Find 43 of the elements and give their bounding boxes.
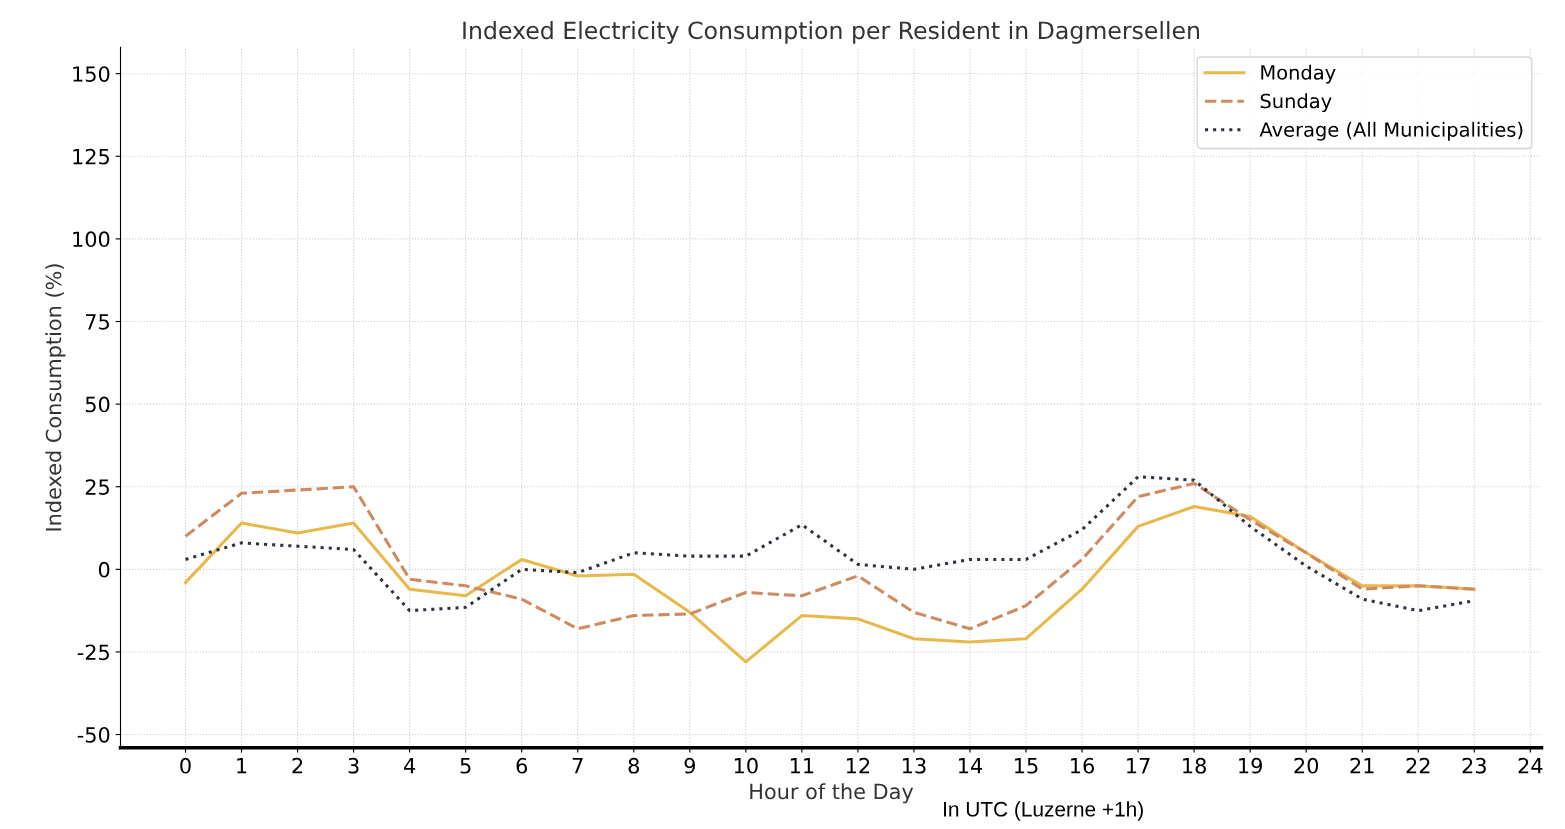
y-tick-label: 50	[85, 396, 110, 413]
x-tick-label: 16	[1071, 757, 1094, 774]
x-tick-label: 18	[1183, 757, 1206, 774]
x-tick-label: 14	[959, 758, 983, 774]
y-tick-label: -50	[77, 726, 110, 743]
y-tick-label: 75	[85, 314, 109, 330]
legend-label: Average (All Municipalities)	[1259, 121, 1523, 141]
legend-label: Sunday	[1260, 93, 1332, 113]
x-tick-label: 4	[404, 758, 416, 774]
x-tick-label: 17	[1127, 758, 1150, 774]
x-tick-label: 23	[1462, 757, 1486, 774]
y-tick-label: 100	[73, 231, 110, 248]
y-tick-label: 0	[98, 561, 110, 578]
chart-title: Indexed Electricity Consumption per Resident in Dagmersellen	[463, 20, 1199, 44]
x-tick-label: 3	[348, 757, 359, 774]
x-tick-label: 11	[790, 758, 814, 774]
x-tick-label: 2	[292, 757, 303, 774]
x-tick-label: 13	[902, 757, 926, 774]
text: In UTC (Luzerne +1h)	[944, 801, 1143, 821]
y-tick-label: 150	[73, 66, 110, 82]
x-tick-label: 21	[1350, 757, 1374, 774]
x-tick-label: 22	[1406, 757, 1430, 774]
x-tick-label: 6	[516, 757, 528, 774]
x-tick-label: 0	[180, 757, 191, 774]
x-tick-label: 20	[1294, 757, 1319, 774]
x-tick-label: 19	[1239, 757, 1262, 774]
x-tick-label: 9	[684, 757, 695, 774]
x-tick-label: 15	[1015, 758, 1038, 774]
x-tick-label: 5	[460, 758, 471, 774]
x-tick-label: 7	[572, 758, 583, 774]
x-tick-label: 8	[628, 757, 639, 774]
x-tick-label: 12	[846, 757, 870, 774]
line-series	[183, 481, 1476, 631]
y-tick-label: -25	[77, 644, 109, 661]
x-tick-label: 10	[734, 757, 758, 774]
legend-label: Monday	[1261, 64, 1336, 84]
y-tick-label: 25	[85, 479, 109, 495]
y-axis-title: Indexed Consumption (%)	[45, 264, 66, 531]
x-axis-title: Hour of the Day	[750, 783, 914, 804]
y-tick-label: 125	[73, 148, 109, 165]
x-tick-label: 24	[1518, 757, 1543, 774]
line-series	[183, 505, 1476, 664]
x-tick-label: 1	[237, 758, 247, 774]
